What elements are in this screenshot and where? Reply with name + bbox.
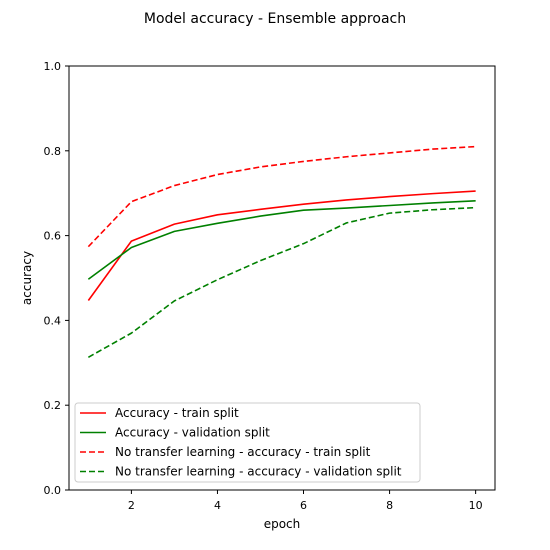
legend-label: Accuracy - validation split (115, 426, 270, 440)
y-tick-label: 0.6 (44, 230, 62, 243)
x-tick-label: 8 (386, 499, 393, 512)
x-axis-label: epoch (264, 517, 301, 531)
y-tick-label: 0.2 (44, 399, 62, 412)
y-axis-label: accuracy (20, 251, 34, 305)
x-tick-label: 10 (469, 499, 483, 512)
x-tick-label: 4 (214, 499, 221, 512)
y-tick-label: 0.4 (44, 314, 62, 327)
chart-title: Model accuracy - Ensemble approach (144, 11, 406, 27)
legend-label: No transfer learning - accuracy - valida… (115, 465, 402, 479)
series-line-1 (87, 190, 476, 301)
series-line-2 (87, 200, 476, 280)
series-line-3 (87, 145, 476, 248)
legend: Accuracy - train split Accuracy - validat… (74, 402, 421, 483)
y-tick-label: 1.0 (44, 60, 62, 73)
legend-box (74, 402, 421, 483)
x-tick-label: 6 (300, 499, 307, 512)
ticks-layer: 2 4 6 8 10 0.0 0.2 0.4 0.6 0.8 1.0 (44, 60, 483, 512)
legend-label: No transfer learning - accuracy - train … (115, 445, 371, 459)
legend-label: Accuracy - train split (115, 406, 239, 420)
x-tick-label: 2 (128, 499, 135, 512)
y-tick-label: 0.8 (44, 145, 62, 158)
series-line-4 (87, 206, 476, 358)
series-layer (87, 145, 476, 358)
y-tick-label: 0.0 (44, 484, 62, 497)
